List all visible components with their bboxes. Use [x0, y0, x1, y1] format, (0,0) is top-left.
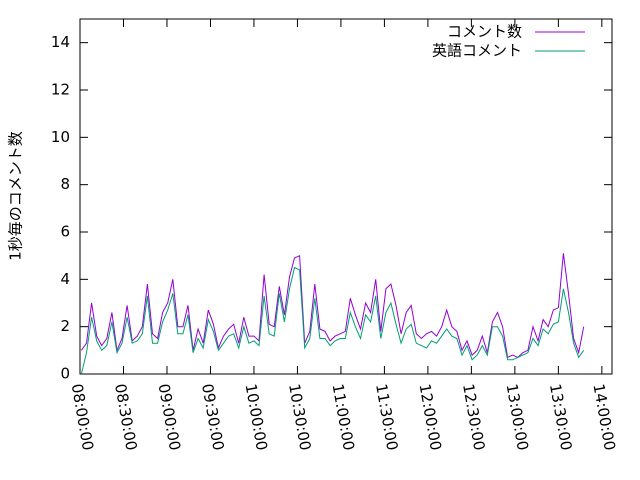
plot-frame: [79, 18, 613, 375]
y-tick-label: 12: [51, 81, 70, 99]
y-tick-label: 0: [60, 365, 70, 383]
x-tick-label: 13:00:00: [503, 382, 532, 451]
y-tick-label: 8: [60, 175, 70, 193]
x-tick-label: 12:00:00: [416, 382, 445, 451]
x-tick-label: 10:00:00: [242, 382, 271, 451]
x-tick-label: 10:30:00: [285, 382, 314, 451]
x-tick-label: 08:30:00: [111, 382, 140, 451]
legend-label: コメント数: [447, 23, 522, 41]
legend-label: 英語コメント: [432, 42, 522, 60]
x-tick-label: 08:00:00: [68, 382, 97, 451]
x-tick-label: 11:00:00: [329, 382, 358, 451]
y-axis-label: 1秒毎のコメント数: [7, 131, 25, 261]
x-tick-label: 11:30:00: [372, 382, 401, 451]
y-tick-label: 10: [51, 128, 70, 146]
series-line: [80, 266, 585, 375]
x-tick-label: 12:30:00: [459, 382, 488, 451]
x-tick-label: 09:00:00: [155, 382, 184, 451]
x-tick-label: 14:00:00: [589, 382, 618, 451]
y-tick-label: 2: [60, 317, 70, 335]
x-tick-label: 09:30:00: [198, 382, 227, 451]
series-line: [80, 253, 585, 359]
y-tick-label: 4: [60, 270, 70, 288]
y-tick-label: 14: [51, 33, 70, 51]
x-tick-label: 13:30:00: [546, 382, 575, 451]
y-tick-label: 6: [60, 223, 70, 241]
